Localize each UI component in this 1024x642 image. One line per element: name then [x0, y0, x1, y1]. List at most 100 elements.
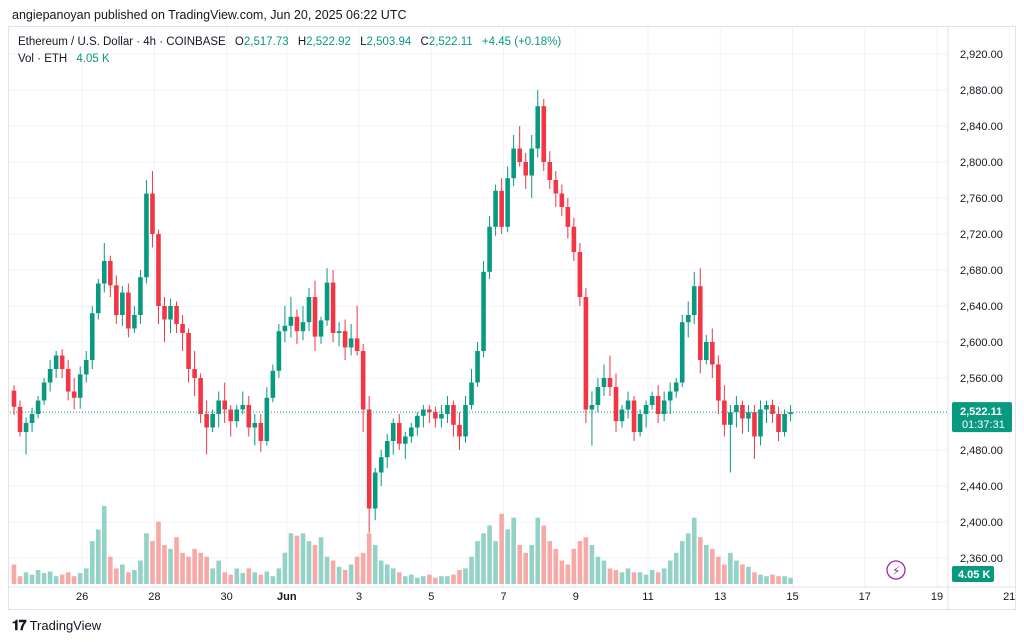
volume-bar [336, 566, 342, 584]
volume-bar [752, 572, 757, 584]
y-tick-label: 2,640.00 [960, 301, 1003, 313]
candle-body [559, 193, 565, 207]
candle-body [716, 364, 721, 401]
candle-body [415, 415, 420, 428]
candle-body [156, 234, 161, 306]
volume-bar [126, 572, 131, 584]
volume-bar [65, 572, 71, 584]
candle-body [300, 322, 306, 332]
volume-bar [740, 564, 745, 584]
candle-body [625, 400, 631, 410]
x-tick-label: 17 [859, 591, 871, 603]
volume-bar [276, 568, 282, 584]
volume-label[interactable]: Vol · ETH [18, 53, 68, 65]
close-value: 2,522.11 [428, 36, 473, 48]
candle-body [360, 351, 366, 410]
volume-bar [258, 574, 264, 584]
candle-body [734, 405, 739, 413]
candle-body [198, 378, 203, 414]
volume-bar [625, 568, 631, 584]
volume-bar [47, 571, 53, 584]
candle-body [180, 324, 185, 333]
candle-body [529, 148, 535, 176]
chart-frame [8, 26, 1016, 610]
y-tick-label: 2,800.00 [960, 157, 1003, 169]
volume-bar [691, 517, 697, 584]
candle-body [192, 369, 197, 378]
volume-bar [529, 545, 535, 584]
x-tick-label: 19 [931, 591, 943, 603]
volume-bar [216, 560, 221, 584]
candle-body [312, 297, 318, 337]
candle-body [409, 427, 414, 437]
volume-bar [396, 572, 402, 584]
volume-bar [83, 568, 89, 584]
volume-bar [89, 541, 95, 584]
candle-body [168, 306, 173, 320]
x-tick-label: 21 [1003, 591, 1015, 603]
volume-bar [294, 535, 300, 584]
candle-body [631, 400, 637, 432]
volume-row: Vol · ETH 4.05 K [18, 51, 561, 68]
volume-bar [35, 569, 41, 584]
candle-body [89, 313, 95, 360]
candle-body [697, 286, 703, 360]
volume-bar [673, 552, 679, 584]
volume-bar [114, 568, 119, 584]
volume-bar [451, 574, 456, 584]
volume-bar [41, 573, 47, 584]
candle-body [77, 374, 83, 398]
candle-body [41, 382, 47, 401]
candle-body [294, 316, 300, 332]
candle-body [216, 400, 221, 414]
volume-bar [264, 571, 270, 584]
candle-body [439, 414, 444, 419]
volume-bar [11, 564, 17, 584]
symbol-label[interactable]: Ethereum / U.S. Dollar · 4h · COINBASE [18, 36, 226, 48]
candle-body [649, 396, 655, 405]
candle-body [493, 190, 498, 227]
tradingview-logo-icon[interactable]: 𝟏𝟕 [12, 617, 27, 633]
candle-body [535, 106, 541, 149]
volume-bar [595, 556, 601, 584]
candle-body [396, 423, 402, 444]
volume-bar [631, 572, 637, 584]
volume-bar [499, 513, 504, 584]
candle-body [366, 409, 372, 509]
candle-body [776, 414, 781, 432]
x-tick-label: 11 [642, 591, 653, 603]
y-tick-label: 2,360.00 [960, 553, 1003, 565]
volume-bar [168, 548, 173, 584]
candle-body [276, 331, 282, 371]
candle-body [378, 457, 384, 473]
volume-bar [324, 556, 330, 584]
candle-body [228, 409, 234, 422]
volume-bar [667, 560, 673, 584]
volume-bar [372, 545, 378, 584]
volume-bar [770, 574, 775, 584]
y-tick-label: 2,920.00 [960, 49, 1003, 61]
y-tick-label: 2,720.00 [960, 229, 1003, 241]
candle-body [613, 387, 619, 422]
candle-body [150, 193, 155, 234]
candle-body [330, 282, 336, 333]
candle-body [673, 382, 679, 392]
candle-body [29, 414, 35, 423]
ohlc-row: Ethereum / U.S. Dollar · 4h · COINBASE O… [18, 36, 562, 48]
candle-body [108, 261, 113, 286]
volume-bar [421, 576, 426, 584]
volume-bar [565, 564, 571, 584]
candle-body [655, 396, 661, 414]
volume-bar [312, 545, 318, 584]
candle-body [710, 342, 715, 365]
candle-body [354, 338, 360, 351]
y-tick-label: 2,560.00 [960, 373, 1003, 385]
candle-body [114, 285, 119, 315]
footer-brand[interactable]: TradingView [29, 618, 102, 633]
volume-bar [734, 560, 739, 584]
candle-body [565, 207, 571, 227]
volume-bar [475, 541, 480, 584]
volume-bar [228, 574, 234, 584]
candle-body [120, 292, 125, 315]
